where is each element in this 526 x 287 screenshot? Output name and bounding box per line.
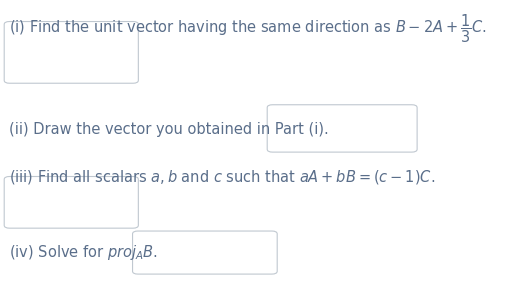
Text: (i) Find the unit vector having the same direction as $B - 2A + \dfrac{1}{3}C.$: (i) Find the unit vector having the same…	[9, 13, 487, 45]
Text: (ii) Draw the vector you obtained in Part (i).: (ii) Draw the vector you obtained in Par…	[9, 122, 329, 137]
FancyBboxPatch shape	[4, 22, 138, 83]
Text: (iv) Solve for $\mathit{proj}_A B.$: (iv) Solve for $\mathit{proj}_A B.$	[9, 243, 158, 261]
FancyBboxPatch shape	[4, 177, 138, 228]
Text: (iii) Find all scalars $a, b$ and $c$ such that $aA + bB = (c - 1)C.$: (iii) Find all scalars $a, b$ and $c$ su…	[9, 168, 436, 186]
FancyBboxPatch shape	[133, 231, 277, 274]
FancyBboxPatch shape	[267, 105, 417, 152]
